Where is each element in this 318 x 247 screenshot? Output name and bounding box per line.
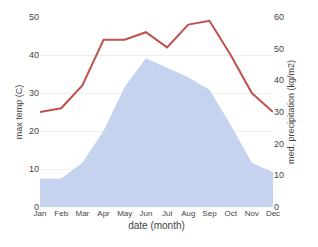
svg-text:Sep: Sep [202,209,217,218]
svg-text:0: 0 [274,202,279,212]
svg-text:Apr: Apr [97,209,110,218]
svg-text:50: 50 [29,12,39,22]
svg-text:60: 60 [274,12,284,22]
svg-text:date (month): date (month) [128,220,185,231]
svg-text:med. precipitation (kg/m2): med. precipitation (kg/m2) [286,60,296,164]
svg-text:Jun: Jun [139,209,152,218]
svg-text:May: May [117,209,132,218]
svg-text:Oct: Oct [224,209,237,218]
svg-text:Nov: Nov [245,209,259,218]
svg-text:Jan: Jan [34,209,47,218]
svg-text:20: 20 [274,139,284,149]
svg-text:Jul: Jul [162,209,172,218]
svg-text:20: 20 [29,126,39,136]
svg-text:50: 50 [274,44,284,54]
svg-text:40: 40 [29,50,39,60]
svg-text:10: 10 [29,164,39,174]
svg-text:30: 30 [274,107,284,117]
svg-text:Aug: Aug [181,209,195,218]
svg-text:Dec: Dec [266,209,280,218]
svg-text:Feb: Feb [54,209,68,218]
svg-text:0: 0 [34,202,39,212]
svg-text:30: 30 [29,88,39,98]
svg-text:40: 40 [274,75,284,85]
svg-text:Mar: Mar [75,209,89,218]
svg-text:10: 10 [274,170,284,180]
svg-text:max temp (C): max temp (C) [14,85,24,140]
